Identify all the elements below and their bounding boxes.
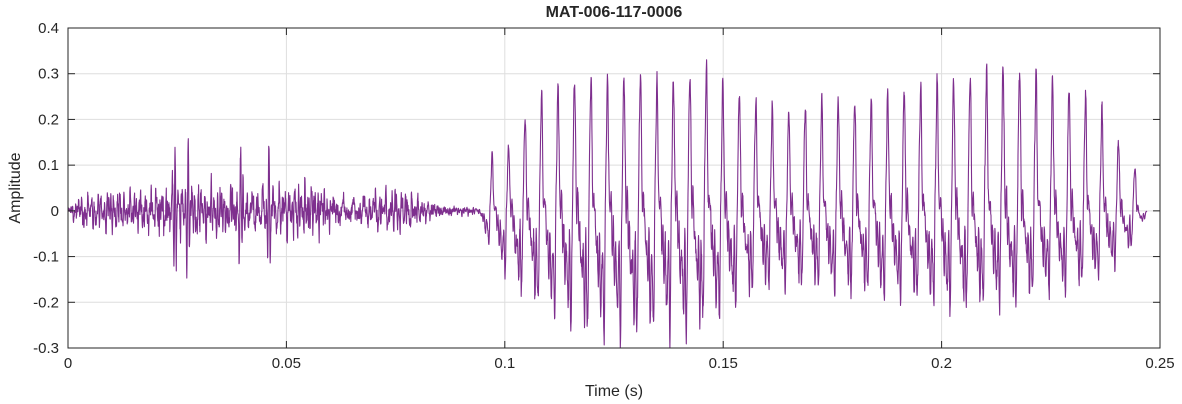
waveform-line-layer [68, 59, 1148, 348]
y-tick-label: -0.2 [33, 294, 59, 311]
y-tick-label: 0.1 [38, 157, 59, 174]
axis-box [67, 27, 1161, 349]
y-tick-label: 0.2 [38, 111, 59, 128]
y-tick-label: 0 [51, 203, 59, 220]
tick-labels: 0 0.05 0.1 0.15 0.2 0.25 -0.3 -0.2 -0.1 0 0.1 0.2 0.… [33, 20, 1174, 372]
y-tick-label: -0.3 [33, 340, 59, 357]
x-tick-label: 0.1 [494, 355, 515, 372]
x-tick-label: 0.05 [272, 355, 301, 372]
y-tick-label: -0.1 [33, 249, 59, 266]
y-tick-label: 0.4 [38, 20, 59, 37]
y-axis-label: Amplitude [7, 152, 24, 223]
x-tick-label: 0.25 [1145, 355, 1174, 372]
x-axis-label: Time (s) [585, 383, 643, 400]
x-tick-label: 0.15 [709, 355, 738, 372]
x-tick-label: 0 [64, 355, 72, 372]
waveform-line [68, 59, 1148, 348]
y-tick-label: 0.3 [38, 66, 59, 83]
grid-lines [67, 27, 1161, 349]
x-tick-label: 0.2 [931, 355, 952, 372]
axes-box-and-ticks [67, 27, 1161, 349]
chart-title: MAT-006-117-0006 [546, 4, 683, 21]
